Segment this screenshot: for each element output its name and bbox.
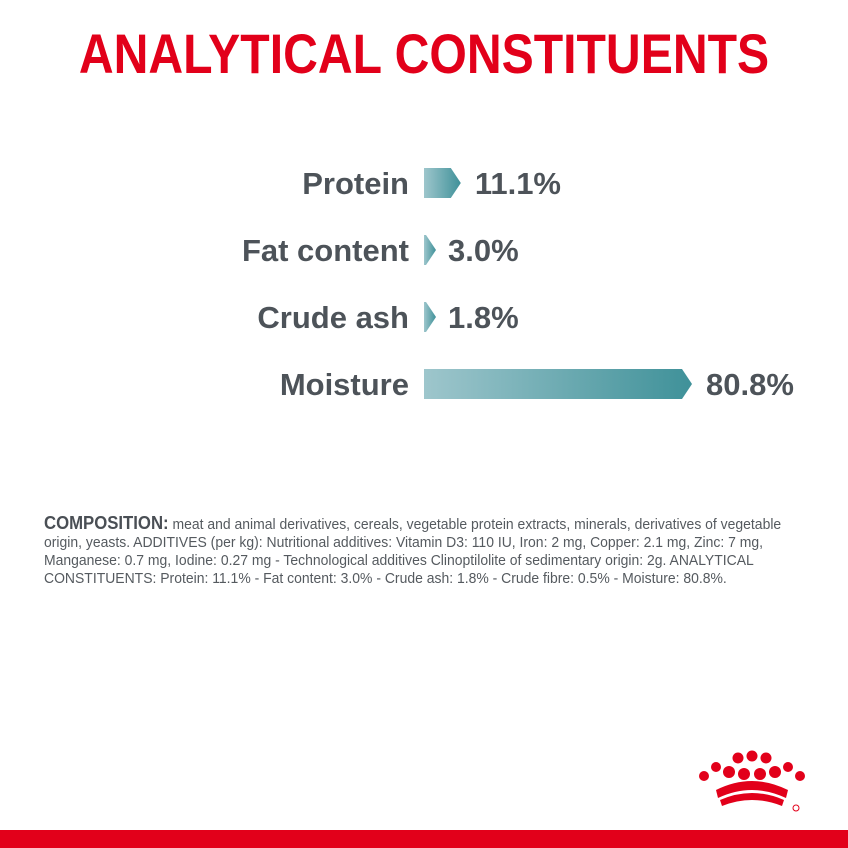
value-label: 11.1% [475,166,561,201]
category-label: Moisture [280,367,409,402]
value-label: 3.0% [448,233,519,268]
bar [424,369,692,399]
composition-heading: COMPOSITION: [44,513,169,533]
page-title: ANALYTICAL CONSTITUENTS [78,22,770,85]
value-label: 80.8% [706,367,794,402]
category-label: Crude ash [257,300,409,335]
composition-body: meat and animal derivatives, cereals, ve… [44,516,782,587]
bar [424,168,461,198]
category-label: Fat content [242,233,409,268]
value-label: 1.8% [448,300,519,335]
constituents-bar-chart: Protein 11.1% Fat content 3.0% Crude ash 1.8%… [242,166,794,402]
crown-icon [699,750,805,812]
bottom-brand-bar [0,830,848,848]
bar [424,235,436,265]
category-label: Protein [302,166,409,201]
bar [424,302,436,332]
composition-text: COMPOSITION: meat and animal derivatives… [44,514,814,588]
